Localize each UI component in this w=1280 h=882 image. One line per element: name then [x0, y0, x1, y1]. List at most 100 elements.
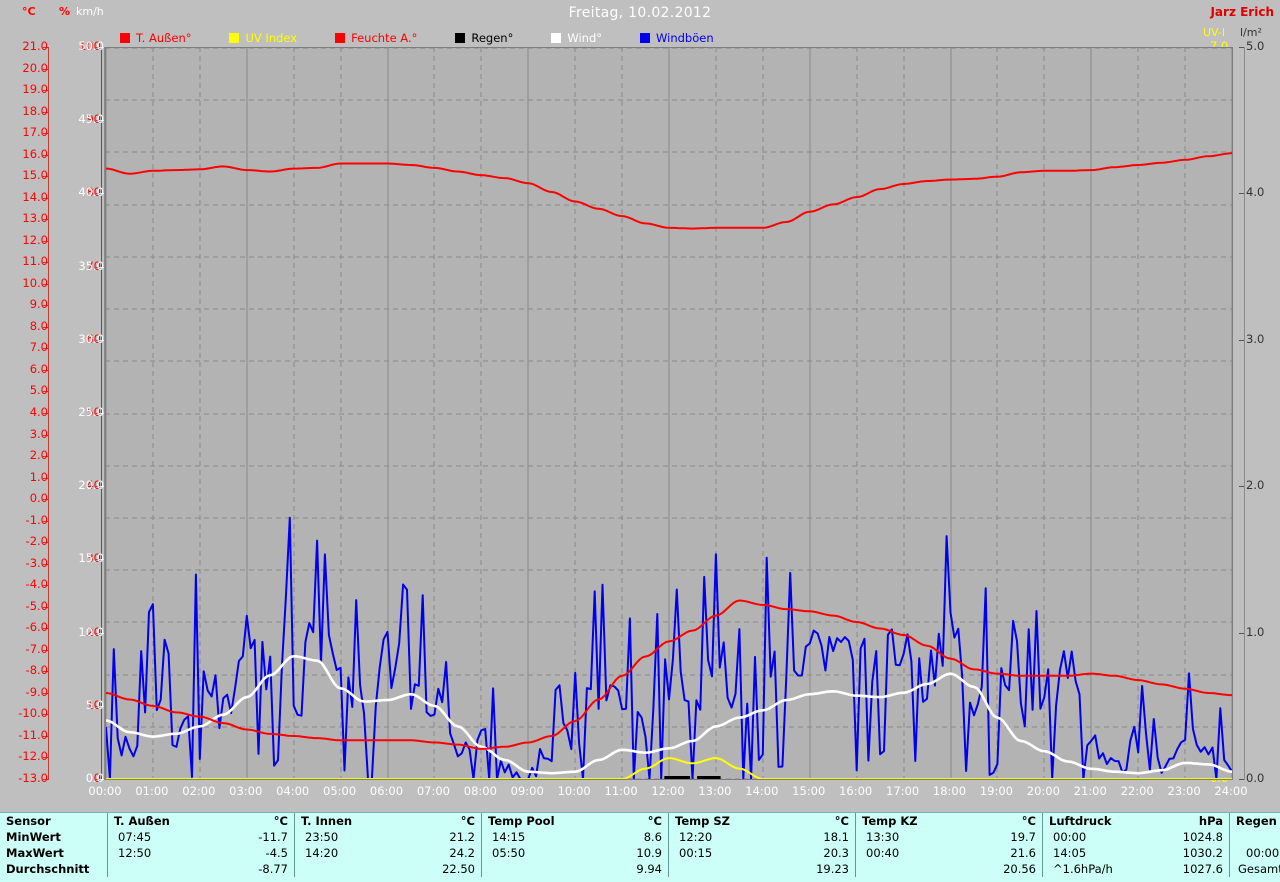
x-axis-tick-label: 01:00	[132, 784, 172, 798]
axis-rail	[1244, 47, 1245, 780]
owner-label: Jarz Erich	[1210, 5, 1274, 19]
table-cell-value: 24.2	[397, 845, 482, 861]
table-cell-value: 21.2	[397, 829, 482, 845]
table-cell-label: Luftdruck	[1043, 813, 1146, 829]
x-axis-tick-label: 17:00	[883, 784, 923, 798]
table-cell-value: °C	[584, 813, 669, 829]
wind-tick-label: 15.0	[58, 553, 104, 563]
table-cell-label	[108, 861, 211, 877]
table-cell-label: 07:45	[108, 829, 211, 845]
table-cell-value: hPa	[1145, 813, 1230, 829]
table-cell-label	[295, 861, 398, 877]
chart-plot-area[interactable]	[105, 47, 1233, 780]
table-row-label: MinWert	[0, 829, 108, 845]
temp-tick-label: -12.0	[2, 751, 48, 761]
table-cell-label: Temp KZ	[856, 813, 959, 829]
table-cell-rain-label: Regen	[1230, 813, 1280, 829]
temp-tick-label: 13.0	[2, 213, 48, 223]
x-axis-tick-label: 10:00	[554, 784, 594, 798]
table-cell-label: 05:50	[482, 845, 585, 861]
axis-tick-mark	[1239, 47, 1244, 48]
x-axis-tick-label: 12:00	[648, 784, 688, 798]
legend-swatch-t-aussen	[120, 33, 130, 43]
legend-item-windboeen[interactable]: Windböen	[640, 31, 714, 45]
table-cell-label: 13:30	[856, 829, 959, 845]
legend-label-uv-index: UV Index	[245, 31, 297, 45]
table-cell-value: 1027.6	[1145, 861, 1230, 877]
temp-tick-label: -7.0	[2, 644, 48, 654]
table-cell-label: Temp SZ	[669, 813, 772, 829]
temp-tick-label: 18.0	[2, 106, 48, 116]
x-axis-tick-label: 14:00	[742, 784, 782, 798]
legend-label-t-aussen: T. Außen°	[136, 31, 191, 45]
temp-tick-label: -9.0	[2, 687, 48, 697]
table-cell-label	[669, 861, 772, 877]
temp-tick-label: -6.0	[2, 622, 48, 632]
table-cell-value: °C	[210, 813, 295, 829]
temp-tick-label: 2.0	[2, 450, 48, 460]
temp-tick-label: 9.0	[2, 299, 48, 309]
table-cell-value: 20.56	[958, 861, 1043, 877]
x-axis-tick-label: 20:00	[1023, 784, 1063, 798]
rain-tick-label: 2.0	[1246, 480, 1264, 490]
x-axis-tick-label: 21:00	[1070, 784, 1110, 798]
x-axis-tick-label: 13:00	[695, 784, 735, 798]
temp-tick-label: -5.0	[2, 601, 48, 611]
legend-item-regen[interactable]: Regen°	[455, 31, 513, 45]
unit-caption-uv: UV-I	[1203, 26, 1225, 39]
legend-item-t-aussen[interactable]: T. Außen°	[120, 31, 191, 45]
axis-tick-mark	[1239, 633, 1244, 634]
x-axis-tick-label: 16:00	[836, 784, 876, 798]
temp-tick-label: 21.0	[2, 41, 48, 51]
wind-tick-label: 25.0	[58, 407, 104, 417]
wind-tick-label: 20.0	[58, 480, 104, 490]
temp-tick-label: 1.0	[2, 472, 48, 482]
temp-tick-label: 6.0	[2, 364, 48, 374]
x-axis-tick-label: 23:00	[1164, 784, 1204, 798]
table-row-label: MaxWert	[0, 845, 108, 861]
table-cell-value: 18.1	[771, 829, 856, 845]
table-cell-value: -4.5	[210, 845, 295, 861]
table-cell-value: 19.23	[771, 861, 856, 877]
table-cell-value: 1024.8	[1145, 829, 1230, 845]
table-row-label: Durchschnitt	[0, 861, 108, 877]
x-axis-tick-label: 15:00	[789, 784, 829, 798]
temp-tick-label: 14.0	[2, 192, 48, 202]
temp-tick-label: 3.0	[2, 429, 48, 439]
legend-swatch-wind	[551, 33, 561, 43]
table-cell-value: °C	[958, 813, 1043, 829]
legend-swatch-regen	[455, 33, 465, 43]
table-cell-label: 00:40	[856, 845, 959, 861]
legend-swatch-windboeen	[640, 33, 650, 43]
temp-tick-label: -8.0	[2, 665, 48, 675]
x-axis-tick-label: 18:00	[930, 784, 970, 798]
temp-tick-label: 19.0	[2, 84, 48, 94]
temp-tick-label: -1.0	[2, 515, 48, 525]
x-axis-tick-label: 04:00	[273, 784, 313, 798]
chart-svg	[105, 47, 1233, 780]
temp-tick-label: -4.0	[2, 579, 48, 589]
table-cell-label: 14:20	[295, 845, 398, 861]
axis-tick-mark	[1239, 486, 1244, 487]
legend-item-feuchte[interactable]: Feuchte A.°	[335, 31, 417, 45]
legend-swatch-uv-index	[229, 33, 239, 43]
temp-tick-label: 4.0	[2, 407, 48, 417]
table-cell-label	[856, 861, 959, 877]
legend-item-wind[interactable]: Wind°	[551, 31, 602, 45]
x-axis-tick-label: 07:00	[413, 784, 453, 798]
table-cell-rain-label: Gesamt:	[1230, 861, 1280, 877]
legend-label-wind: Wind°	[567, 31, 602, 45]
chart-legend: T. Außen° UV Index Feuchte A.° Regen° Wi…	[120, 31, 752, 45]
series-bar-regen	[664, 776, 690, 779]
temp-tick-label: 8.0	[2, 321, 48, 331]
temp-tick-label: 15.0	[2, 170, 48, 180]
table-cell-value: -11.7	[210, 829, 295, 845]
unit-caption-temp: °C	[22, 5, 36, 18]
temp-tick-label: -3.0	[2, 558, 48, 568]
wind-tick-label: 5.0	[58, 700, 104, 710]
temp-tick-label: -11.0	[2, 730, 48, 740]
legend-item-uv-index[interactable]: UV Index	[229, 31, 297, 45]
series-bar-regen	[697, 776, 720, 779]
